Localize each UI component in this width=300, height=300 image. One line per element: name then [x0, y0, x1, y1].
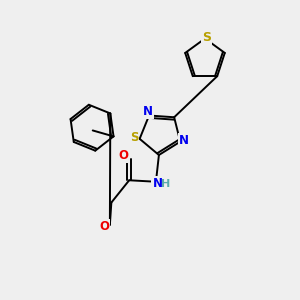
- Text: S: S: [130, 131, 139, 144]
- Text: O: O: [99, 220, 109, 233]
- Text: N: N: [179, 134, 189, 147]
- Text: S: S: [202, 31, 211, 44]
- Text: N: N: [142, 105, 153, 119]
- Text: N: N: [152, 177, 162, 190]
- Text: O: O: [119, 149, 129, 162]
- Text: H: H: [161, 179, 170, 189]
